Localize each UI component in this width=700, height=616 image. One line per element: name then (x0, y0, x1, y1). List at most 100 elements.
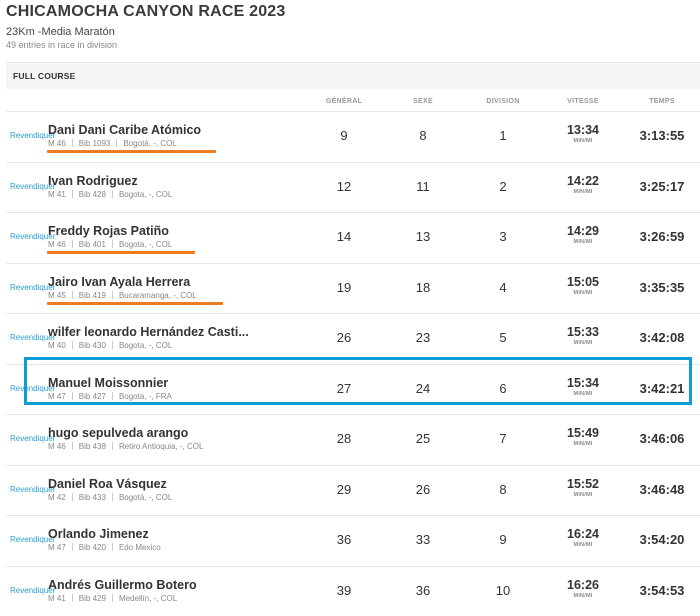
division-rank: 2 (483, 179, 523, 194)
race-title: CHICAMOCHA CANYON RACE 2023 (6, 3, 286, 21)
pace-unit: MIN/MI (558, 542, 608, 548)
general-rank: 36 (324, 532, 364, 547)
athlete-name[interactable]: Freddy Rojas Patiño (48, 224, 169, 238)
athlete-location: Edo Mexico (119, 543, 161, 552)
sexe-rank: 33 (403, 532, 443, 547)
athlete-category: M 46 (48, 240, 66, 249)
general-rank: 29 (324, 482, 364, 497)
athlete-bib: Bib 428 (79, 190, 106, 199)
annotation-underline (47, 150, 216, 153)
pace-unit: MIN/MI (558, 239, 608, 245)
division-header: FULL COURSE (6, 62, 700, 89)
athlete-location: Bogota, -, COL (119, 190, 172, 199)
athlete-name[interactable]: wilfer leonardo Hernández Casti... (48, 325, 249, 339)
athlete-category: M 46 (48, 442, 66, 451)
division-rank: 1 (483, 128, 523, 143)
sexe-rank: 13 (403, 229, 443, 244)
meta-divider (112, 341, 113, 349)
column-division[interactable]: DIVISION (473, 98, 533, 105)
athlete-name[interactable]: Andrés Guillermo Botero (48, 578, 197, 592)
athlete-category: M 40 (48, 341, 66, 350)
column-sexe[interactable]: SEXE (393, 98, 453, 105)
annotation-underline (47, 251, 195, 254)
pace-value: 13:34 (558, 123, 608, 137)
athlete-bib: Bib 438 (79, 442, 106, 451)
athlete-name[interactable]: Ivan Rodriguez (48, 174, 138, 188)
finish-time: 3:25:17 (632, 179, 692, 194)
meta-divider (72, 291, 73, 299)
meta-divider (112, 442, 113, 450)
meta-divider (116, 139, 117, 147)
athlete-location: Bogota, -, COL (119, 240, 172, 249)
pace-unit: MIN/MI (558, 189, 608, 195)
sexe-rank: 11 (403, 179, 443, 194)
athlete-location: Medellín, -, COL (119, 594, 177, 603)
finish-time: 3:54:53 (632, 583, 692, 598)
finish-time: 3:46:06 (632, 431, 692, 446)
annotation-underline (47, 302, 223, 305)
meta-divider (72, 139, 73, 147)
pace-value: 15:52 (558, 477, 608, 491)
sexe-rank: 18 (403, 280, 443, 295)
column-general[interactable]: GÉNÉRAL (314, 98, 374, 105)
finish-time: 3:42:08 (632, 330, 692, 345)
pace-unit: MIN/MI (558, 492, 608, 498)
athlete-name[interactable]: Orlando Jimenez (48, 527, 149, 541)
meta-divider (72, 341, 73, 349)
athlete-name[interactable]: Jairo Ivan Ayala Herrera (48, 275, 190, 289)
athlete-name[interactable]: hugo sepulveda arango (48, 426, 188, 440)
division-rank: 4 (483, 280, 523, 295)
meta-divider (112, 493, 113, 501)
athlete-category: M 45 (48, 291, 66, 300)
division-rank: 7 (483, 431, 523, 446)
pace-unit: MIN/MI (558, 290, 608, 296)
finish-time: 3:26:59 (632, 229, 692, 244)
sexe-rank: 8 (403, 128, 443, 143)
general-rank: 9 (324, 128, 364, 143)
meta-divider (112, 190, 113, 198)
athlete-name[interactable]: Daniel Roa Vásquez (48, 477, 167, 491)
athlete-location: Bucaramanga, -, COL (119, 291, 197, 300)
meta-divider (72, 594, 73, 602)
highlight-box (24, 357, 692, 405)
finish-time: 3:54:20 (632, 532, 692, 547)
athlete-category: M 41 (48, 594, 66, 603)
general-rank: 28 (324, 431, 364, 446)
athlete-bib: Bib 429 (79, 594, 106, 603)
athlete-location: Bogotá, -, COL (119, 493, 172, 502)
pace-value: 15:49 (558, 426, 608, 440)
column-temps[interactable]: TEMPS (632, 98, 692, 105)
pace-unit: MIN/MI (558, 441, 608, 447)
meta-divider (112, 543, 113, 551)
athlete-name[interactable]: Dani Dani Caribe Atómico (48, 123, 201, 137)
pace-value: 15:05 (558, 275, 608, 289)
general-rank: 14 (324, 229, 364, 244)
column-vitesse[interactable]: VITESSE (553, 98, 613, 105)
finish-time: 3:35:35 (632, 280, 692, 295)
meta-divider (72, 442, 73, 450)
athlete-bib: Bib 430 (79, 341, 106, 350)
general-rank: 19 (324, 280, 364, 295)
division-label: FULL COURSE (13, 71, 76, 81)
